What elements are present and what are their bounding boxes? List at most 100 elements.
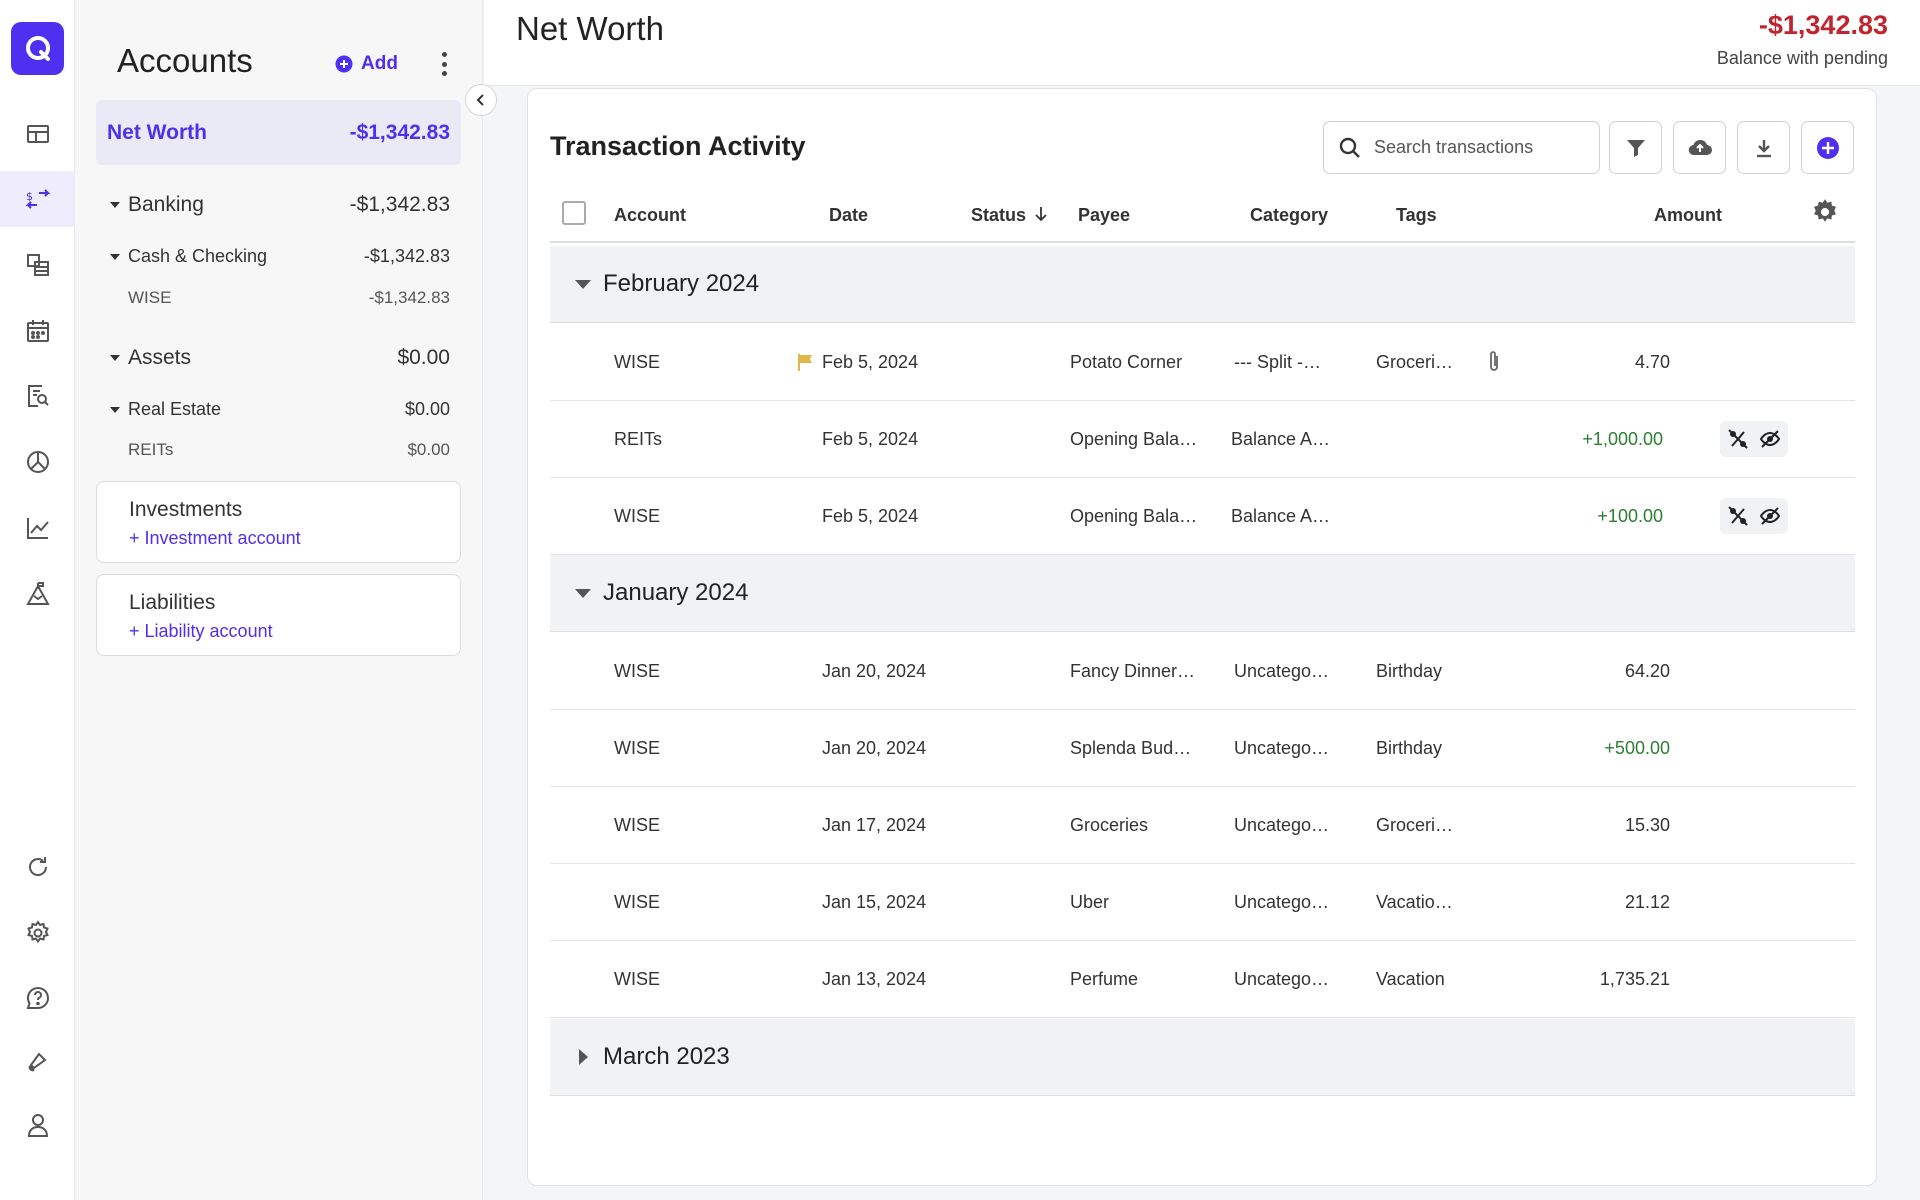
cell-amount: +500.00 (1604, 738, 1670, 758)
column-amount[interactable]: Amount (1654, 205, 1722, 225)
table-row[interactable]: WISE Jan 20, 2024 Splenda Bud… Uncatego…… (550, 710, 1855, 787)
cell-amount: 15.30 (1624, 815, 1670, 835)
banking-row[interactable]: Banking -$1,342.83 (96, 193, 461, 217)
caret-down-icon (110, 406, 120, 413)
account-wise-row[interactable]: WISE -$1,342.83 (96, 288, 461, 308)
table-row[interactable]: WISE Jan 20, 2024 Fancy Dinner… Uncatego… (550, 633, 1855, 710)
cell-account: WISE (614, 815, 661, 835)
search-icon (1339, 137, 1360, 158)
cell-amount: 4.70 (1634, 352, 1670, 372)
select-all-checkbox[interactable] (562, 201, 586, 225)
table-row[interactable]: WISE Jan 15, 2024 Uber Uncatego… Vacatio… (550, 864, 1855, 941)
cell-account: WISE (614, 661, 661, 681)
cell-tags: Vacatio… (1376, 892, 1453, 912)
card-title: Transaction Activity (550, 131, 806, 161)
download-icon (1756, 139, 1771, 157)
collapse-panel-button[interactable] (465, 84, 497, 116)
sync-icon[interactable] (0, 839, 75, 895)
notifications-icon[interactable] (0, 1034, 75, 1090)
triangle-down-icon (575, 280, 591, 289)
cell-tags: Birthday (1376, 661, 1443, 681)
profile-icon[interactable] (0, 1097, 75, 1153)
table-row[interactable]: WISE Jan 13, 2024 Perfume Uncatego… Vaca… (550, 941, 1855, 1018)
cell-amount: 1,735.21 (1599, 969, 1670, 989)
cell-payee: Groceries (1070, 815, 1149, 835)
cell-amount: 64.20 (1624, 661, 1670, 681)
add-liability-account-link[interactable]: + Liability account (129, 621, 273, 641)
net-worth-row[interactable]: Net Worth -$1,342.83 (96, 100, 461, 165)
sort-arrow-down-icon[interactable] (1034, 205, 1048, 223)
table-row[interactable]: WISE Feb 5, 2024 Potato Corner --- Split… (550, 324, 1855, 401)
group-row-jan-2024[interactable]: January 2024 (550, 555, 1855, 632)
eye-off-icon[interactable] (1759, 428, 1781, 450)
budget-icon[interactable] (0, 434, 75, 490)
table-row[interactable]: REITs Feb 5, 2024 Opening Bala… Balance … (550, 401, 1855, 478)
table-row[interactable]: WISE Feb 5, 2024 Opening Bala… Balance A… (550, 478, 1855, 555)
percent-off-icon[interactable] (1727, 428, 1749, 450)
upload-button[interactable] (1673, 121, 1726, 174)
cell-account: WISE (614, 352, 661, 372)
add-investment-account-link[interactable]: + Investment account (129, 528, 301, 548)
cell-payee: Opening Bala… (1070, 429, 1198, 449)
investments-chart-icon[interactable] (0, 500, 75, 556)
group-title: January 2024 (603, 579, 749, 606)
search-box[interactable] (1323, 121, 1600, 174)
column-status[interactable]: Status (971, 205, 1027, 225)
planning-icon[interactable] (0, 566, 75, 622)
cell-tags: Groceri… (1376, 352, 1454, 372)
cell-amount: 21.12 (1624, 892, 1670, 912)
reports-icon[interactable] (0, 368, 75, 424)
cell-category: Balance A… (1231, 429, 1331, 449)
cash-checking-row[interactable]: Cash & Checking -$1,342.83 (96, 246, 461, 267)
page-header: Net Worth -$1,342.83 Balance with pendin… (484, 0, 1920, 86)
search-input[interactable] (1374, 137, 1574, 158)
filter-button[interactable] (1609, 121, 1662, 174)
cash-checking-value: -$1,342.83 (363, 246, 450, 266)
cash-checking-label: Cash & Checking (128, 246, 268, 266)
table-row[interactable]: WISE Jan 17, 2024 Groceries Uncatego… Gr… (550, 787, 1855, 864)
calendar-icon[interactable] (0, 303, 75, 359)
accounts-panel: Accounts Add Net Worth -$1,342.83 Bankin… (76, 0, 483, 1200)
real-estate-value: $0.00 (404, 399, 450, 419)
help-icon[interactable] (0, 970, 75, 1026)
transactions-icon[interactable]: $ (0, 171, 75, 227)
settings-icon[interactable] (0, 905, 75, 961)
group-row-mar-2023[interactable]: March 2023 (550, 1019, 1855, 1096)
logo-icon[interactable] (11, 22, 64, 75)
real-estate-row[interactable]: Real Estate $0.00 (96, 399, 461, 420)
triangle-right-icon (579, 1049, 588, 1065)
column-payee[interactable]: Payee (1078, 205, 1131, 225)
more-options-icon[interactable] (439, 52, 449, 76)
net-worth-label: Net Worth (107, 120, 207, 144)
cell-payee: Splenda Bud… (1070, 738, 1192, 758)
assets-row[interactable]: Assets $0.00 (96, 346, 461, 370)
accounts-icon[interactable] (0, 237, 75, 293)
add-transaction-button[interactable] (1801, 121, 1854, 174)
add-circle-icon (1816, 136, 1839, 159)
caret-down-icon (110, 202, 120, 208)
group-row-feb-2024[interactable]: February 2024 (550, 246, 1855, 323)
gear-icon[interactable] (1810, 197, 1840, 227)
percent-off-icon[interactable] (1727, 505, 1749, 527)
column-account[interactable]: Account (614, 205, 686, 225)
flag-icon[interactable] (795, 352, 815, 372)
cell-category: Uncatego… (1234, 969, 1330, 989)
dashboard-icon[interactable] (0, 106, 75, 162)
cell-tags: Birthday (1376, 738, 1443, 758)
accounts-title: Accounts (117, 42, 253, 79)
column-date[interactable]: Date (829, 205, 869, 225)
assets-label: Assets (128, 346, 192, 369)
eye-off-icon[interactable] (1759, 505, 1781, 527)
wise-label: WISE (128, 288, 172, 307)
transaction-activity-card: Transaction Activity Account Date Status… (527, 88, 1877, 1186)
paperclip-icon[interactable] (1486, 349, 1502, 375)
column-category[interactable]: Category (1250, 205, 1329, 225)
add-account-button[interactable]: Add (335, 53, 398, 75)
account-reits-row[interactable]: REITs $0.00 (96, 440, 461, 460)
column-tags[interactable]: Tags (1396, 205, 1437, 225)
cell-payee: Uber (1070, 892, 1110, 912)
wise-value: -$1,342.83 (368, 288, 450, 307)
cell-date: Jan 15, 2024 (822, 892, 927, 912)
icon-rail: $ (0, 0, 75, 1200)
download-button[interactable] (1737, 121, 1790, 174)
